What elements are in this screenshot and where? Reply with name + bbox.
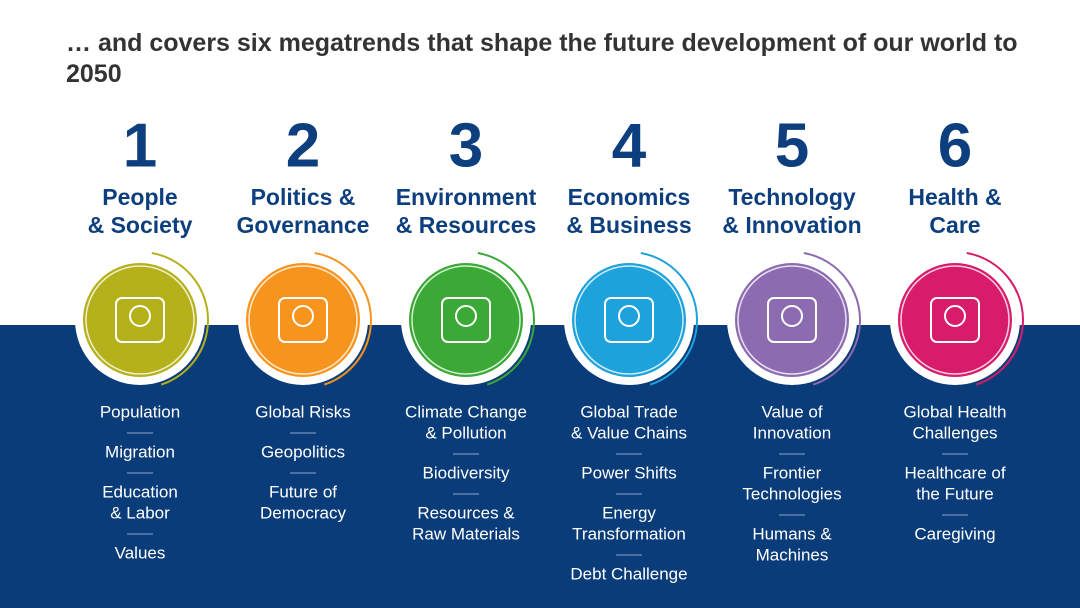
icon <box>618 305 640 327</box>
megatrend-number: 1 <box>123 111 157 180</box>
icon <box>129 305 151 327</box>
megatrend-number: 4 <box>612 111 647 180</box>
megatrend-number: 5 <box>775 111 809 180</box>
megatrend-title: Governance <box>237 212 370 238</box>
trend-item: & Labor <box>110 503 170 522</box>
outer-ring <box>71 251 209 389</box>
icon <box>292 305 314 327</box>
icon <box>115 297 165 343</box>
trend-item: Education <box>102 482 178 501</box>
trend-item: Debt Challenge <box>570 564 687 583</box>
outer-ring <box>886 251 1024 390</box>
icon <box>278 297 328 343</box>
trend-item: Frontier <box>763 463 822 482</box>
trend-item: & Pollution <box>425 423 506 442</box>
icon <box>604 297 654 343</box>
icon <box>441 297 491 343</box>
trend-item: & Value Chains <box>571 423 687 442</box>
megatrend-circle <box>572 263 686 377</box>
inner-ring <box>574 265 684 375</box>
trend-item: Caregiving <box>914 524 995 543</box>
trend-item: Democracy <box>260 503 346 522</box>
trend-item: Resources & <box>417 503 515 522</box>
trend-item: Climate Change <box>405 402 527 421</box>
megatrend-title: & Innovation <box>722 212 861 238</box>
megatrend-number: 6 <box>938 111 972 180</box>
megatrend-number: 2 <box>286 111 320 180</box>
trend-item: Healthcare of <box>904 463 1005 482</box>
trend-item: Future of <box>269 482 337 501</box>
outer-ring <box>560 251 698 389</box>
trend-item: Humans & <box>752 524 832 543</box>
megatrend-circle <box>246 263 360 377</box>
megatrend-title: Politics & <box>251 184 356 210</box>
trend-item: Geopolitics <box>261 442 345 461</box>
trend-item: Challenges <box>912 423 997 442</box>
outer-ring <box>397 251 535 389</box>
trend-item: Migration <box>105 442 175 461</box>
trend-item: Energy <box>602 503 656 522</box>
megatrend-circle <box>83 263 197 377</box>
megatrend-title: Economics <box>568 184 691 210</box>
trend-item: Power Shifts <box>581 463 676 482</box>
megatrend-circle <box>898 263 1012 377</box>
trend-item: Value of <box>761 402 822 421</box>
megatrend-title: & Resources <box>396 212 537 238</box>
outer-ring <box>723 251 861 390</box>
icon <box>944 305 966 327</box>
inner-ring <box>248 265 358 375</box>
trend-item: the Future <box>916 484 994 503</box>
icon <box>455 305 477 327</box>
megatrend-title: & Business <box>566 212 691 238</box>
inner-ring <box>900 265 1010 375</box>
trend-item: Values <box>115 543 166 562</box>
trend-item: Machines <box>756 545 829 564</box>
inner-ring <box>737 265 847 375</box>
trend-item: Raw Materials <box>412 524 520 543</box>
inner-ring <box>411 265 521 375</box>
megatrend-circle <box>735 263 849 377</box>
trend-item: Global Trade <box>580 402 677 421</box>
inner-ring <box>85 265 195 375</box>
megatrend-title: Environment <box>396 184 537 210</box>
megatrend-title: & Society <box>88 212 193 238</box>
trend-item: Global Risks <box>255 402 350 421</box>
megatrend-title: People <box>102 184 177 210</box>
outer-ring <box>234 251 372 389</box>
background-band <box>0 325 1080 608</box>
trend-item: Biodiversity <box>423 463 510 482</box>
icon <box>930 297 980 343</box>
trend-item: Population <box>100 402 180 421</box>
trend-item: Technologies <box>742 484 841 503</box>
megatrend-title: Health & <box>908 184 1001 210</box>
megatrend-circle <box>409 263 523 377</box>
megatrend-number: 3 <box>449 111 483 180</box>
icon <box>767 297 817 343</box>
trend-item: Global Health <box>903 402 1006 421</box>
megatrend-title: Care <box>929 212 980 238</box>
megatrend-title: Technology <box>728 184 856 210</box>
slide-title: … and covers six megatrends that shape t… <box>66 29 1018 88</box>
trend-item: Transformation <box>572 524 686 543</box>
icon <box>781 305 803 327</box>
trend-item: Innovation <box>753 423 831 442</box>
